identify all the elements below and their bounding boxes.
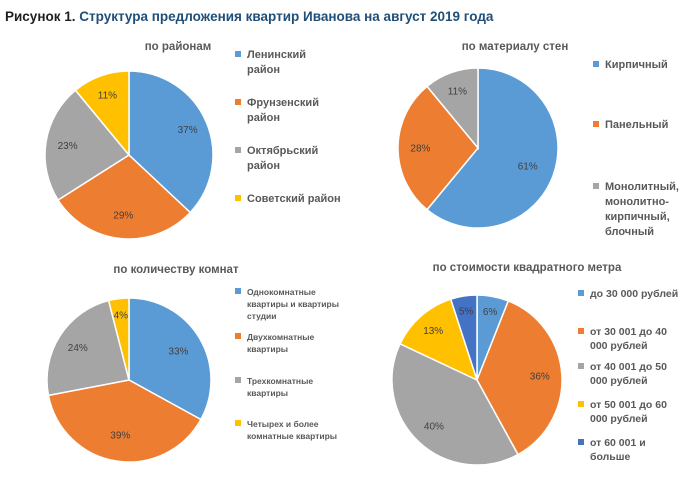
legend-swatch — [593, 183, 599, 189]
data-label: 4% — [114, 310, 129, 321]
pie-slice-двухкомнатные-квартиры — [47, 379, 202, 463]
legend-entry-от-60-001-и-больше: от 60 001 и больше — [590, 437, 646, 463]
legend-swatch — [578, 363, 584, 369]
legend-swatch — [578, 439, 584, 445]
legend-entry-до-30-000-рублей: до 30 000 рублей — [590, 288, 678, 300]
data-label: 37% — [178, 125, 198, 136]
pie-slice-октябрьский-район — [44, 89, 131, 202]
chart-title: по материалу стен — [462, 41, 569, 53]
data-label: 33% — [168, 346, 188, 357]
pie-slice-советский-район — [74, 70, 130, 158]
data-label: 28% — [410, 144, 430, 155]
pie-slice-от-40-001-до-50-000-рублей — [391, 342, 519, 466]
legend-swatch — [235, 147, 241, 153]
pie-chart-price-per-sqm: по стоимости квадратного метра 6% 36% 40% 13… — [391, 262, 678, 466]
pie-slice-четырех-и-более-комнатные-квартиры — [107, 297, 130, 381]
legend-entry-ленинский-район: Ленинский район — [247, 49, 306, 76]
data-label: 61% — [518, 161, 538, 172]
pie-slice-монолитный-монолитно-кирпичный-блочный — [425, 67, 479, 151]
legend-entry-однокомнатные-квартиры-и-квартиры-студии: Однокомнатные квартиры и квартиры студии — [247, 287, 339, 321]
pie-chart-districts: по районам 37% 29% 23% 11% Ленинский район Фрун… — [44, 41, 341, 240]
legend-swatch — [235, 377, 241, 383]
data-label: 40% — [424, 421, 444, 432]
legend-entry-октябрьский-район: Октябрьский район — [247, 145, 318, 172]
data-label: 11% — [98, 90, 117, 101]
data-label: 36% — [530, 372, 550, 383]
legend-entry-от-40-001-до-50-000-рублей: от 40 001 до 50 000 рублей — [590, 361, 667, 387]
pie-slice-от-30-001-до-40-000-рублей — [476, 299, 563, 456]
legend-entry-трехкомнатные-квартиры: Трехкомнатные квартиры — [247, 376, 313, 398]
data-label: 23% — [58, 141, 78, 152]
legend-swatch — [235, 51, 241, 57]
pie-slice-однокомнатные-квартиры-и-квартиры-студии — [128, 297, 212, 421]
legend-entry-двухкомнатные-квартиры: Двухкомнатные квартиры — [247, 332, 315, 354]
legend-swatch — [593, 121, 599, 127]
legend-entry-фрунзенский-район: Фрунзенский район — [247, 97, 319, 124]
chart-title: по количеству комнат — [113, 264, 239, 276]
pie-slice-ленинский-район — [128, 70, 214, 214]
chart-title: по стоимости квадратного метра — [433, 262, 622, 274]
data-label: 5% — [459, 307, 474, 318]
pie-slice-фрунзенский-район — [57, 154, 192, 240]
pie-slice-от-60-001-и-больше — [449, 294, 478, 381]
data-label: 39% — [110, 431, 130, 442]
legend-swatch — [235, 99, 241, 105]
data-label: 6% — [483, 307, 498, 318]
legend-entry-советский-район: Советский район — [247, 193, 341, 205]
chart-title: по районам — [145, 41, 212, 53]
pie-slice-кирпичный — [425, 67, 559, 229]
legend-swatch — [235, 420, 241, 426]
figure-title: Рисунок 1. Структура предложения квартир… — [5, 9, 493, 24]
legend-entry-монолитный-монолитно-кирпичный-блочный: Монолитный, монолитно-кирпичный, блочный — [605, 181, 679, 238]
legend-entry-от-50-001-до-60-000-рублей: от 50 001 до 60 000 рублей — [590, 399, 667, 425]
legend-swatch — [235, 195, 241, 201]
legend-swatch — [578, 290, 584, 296]
data-label: 11% — [448, 86, 467, 97]
figure-caption: Структура предложения квартир Иванова на… — [79, 9, 494, 24]
data-label: 13% — [423, 326, 443, 337]
legend-entry-кирпичный: Кирпичный — [605, 59, 668, 71]
legend-swatch — [235, 333, 241, 339]
pie-slice-панельный — [397, 85, 479, 211]
pie-chart-wall-material: по материалу стен 61% 28% 11% Кирпичный Панел… — [397, 41, 679, 238]
data-label: 29% — [113, 211, 133, 222]
legend-entry-панельный: Панельный — [605, 119, 668, 131]
legend-entry-четырех-и-более-комнатные-квартиры: Четырех и более комнатные квартиры — [247, 419, 337, 441]
pie-slice-от-50-001-до-60-000-рублей — [399, 298, 479, 382]
legend-swatch — [235, 288, 241, 294]
data-label: 24% — [68, 343, 88, 354]
pie-slice-трехкомнатные-квартиры — [46, 299, 130, 397]
legend-swatch — [593, 61, 599, 67]
figure-number: Рисунок 1. — [5, 9, 76, 24]
legend-swatch — [578, 328, 584, 334]
legend-swatch — [578, 401, 584, 407]
pie-chart-rooms: по количеству комнат 33% 39% 24% 4% Однокомна… — [46, 264, 339, 463]
legend-entry-от-30-001-до-40-000-рублей: от 30 001 до 40 000 рублей — [590, 326, 667, 352]
